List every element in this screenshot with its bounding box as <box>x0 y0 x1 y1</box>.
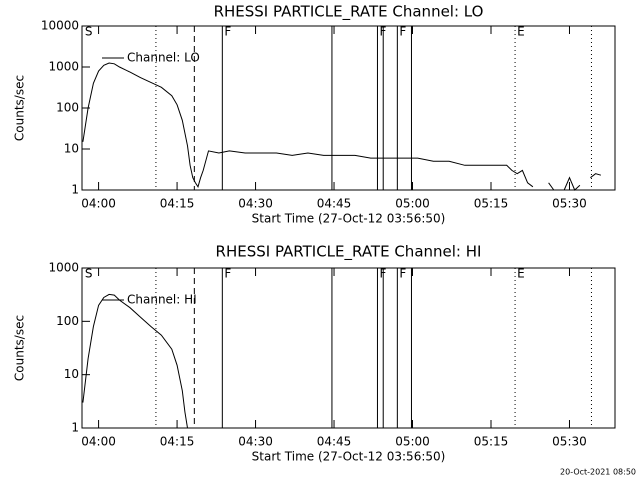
x-tick-label: 05:30 <box>552 435 587 449</box>
y-tick-label: 1 <box>71 183 79 197</box>
y-tick-label: 1 <box>71 421 79 435</box>
event-label: F <box>224 267 231 281</box>
x-tick-label: 04:00 <box>81 435 116 449</box>
x-axis-label: Start Time (27-Oct-12 03:56:50) <box>252 450 446 464</box>
event-label: E <box>517 267 525 281</box>
chart-title: RHESSI PARTICLE_RATE Channel: LO <box>214 3 484 22</box>
y-tick-label: 1000 <box>48 261 79 275</box>
y-tick-label: 100 <box>56 101 79 115</box>
plot-frame <box>81 267 616 429</box>
event-label: F <box>399 25 406 39</box>
x-tick-label: 05:30 <box>552 197 587 211</box>
x-tick-label: 04:45 <box>317 197 352 211</box>
x-tick-label: 04:30 <box>238 197 273 211</box>
x-tick-label: 04:15 <box>160 197 195 211</box>
y-tick-label: 10 <box>64 142 79 156</box>
y-axis-label: Counts/sec <box>13 315 27 381</box>
y-axis-label: Counts/sec <box>13 75 27 141</box>
event-label: S <box>85 25 93 39</box>
x-tick-label: 05:15 <box>474 197 509 211</box>
event-label: S <box>85 267 93 281</box>
legend-label: Channel: LO <box>127 51 200 65</box>
event-label: F <box>399 267 406 281</box>
y-tick-label: 10000 <box>41 19 79 33</box>
y-tick-label: 100 <box>56 314 79 328</box>
x-tick-label: 04:00 <box>81 197 116 211</box>
x-axis-label: Start Time (27-Oct-12 03:56:50) <box>252 212 446 226</box>
x-tick-label: 04:15 <box>160 435 195 449</box>
y-tick-label: 1000 <box>48 60 79 74</box>
event-label: E <box>517 25 525 39</box>
x-tick-label: 05:00 <box>395 435 430 449</box>
chart-title: RHESSI PARTICLE_RATE Channel: HI <box>216 243 482 262</box>
data-line <box>82 62 602 191</box>
x-tick-label: 04:45 <box>317 435 352 449</box>
data-line <box>82 293 188 429</box>
x-tick-label: 04:30 <box>238 435 273 449</box>
footer: 20-Oct-2021 08:50 <box>560 468 636 477</box>
event-label: F <box>224 25 231 39</box>
x-tick-label: 05:15 <box>474 435 509 449</box>
legend-label: Channel: HI <box>127 293 197 307</box>
y-tick-label: 10 <box>64 367 79 381</box>
x-tick-label: 05:00 <box>395 197 430 211</box>
